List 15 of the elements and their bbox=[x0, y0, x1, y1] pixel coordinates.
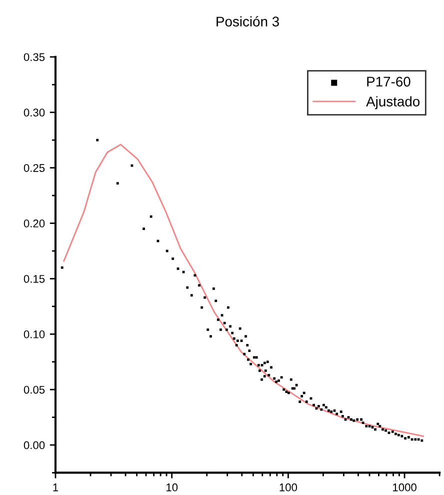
y-tick-label: 0.10 bbox=[24, 330, 45, 338]
x-tick-label: 1000 bbox=[393, 483, 416, 492]
y-tick-label: 0.35 bbox=[24, 53, 45, 62]
y-tick-label: 0.25 bbox=[24, 164, 45, 172]
x-tick-label: 1 bbox=[53, 484, 58, 492]
y-tick-label: 0.05 bbox=[24, 386, 45, 394]
legend-label: Ajustado bbox=[366, 96, 420, 110]
chart-title: Posición 3 bbox=[216, 16, 279, 27]
x-tick-label: 100 bbox=[280, 483, 298, 492]
y-tick-label: 0.30 bbox=[24, 108, 45, 116]
y-tick-label: 0.20 bbox=[24, 220, 45, 228]
y-tick-label: 0.00 bbox=[24, 441, 45, 450]
x-tick-label: 10 bbox=[166, 483, 178, 492]
legend-label: P17-60 bbox=[367, 76, 410, 87]
y-tick-label: 0.15 bbox=[24, 274, 45, 283]
